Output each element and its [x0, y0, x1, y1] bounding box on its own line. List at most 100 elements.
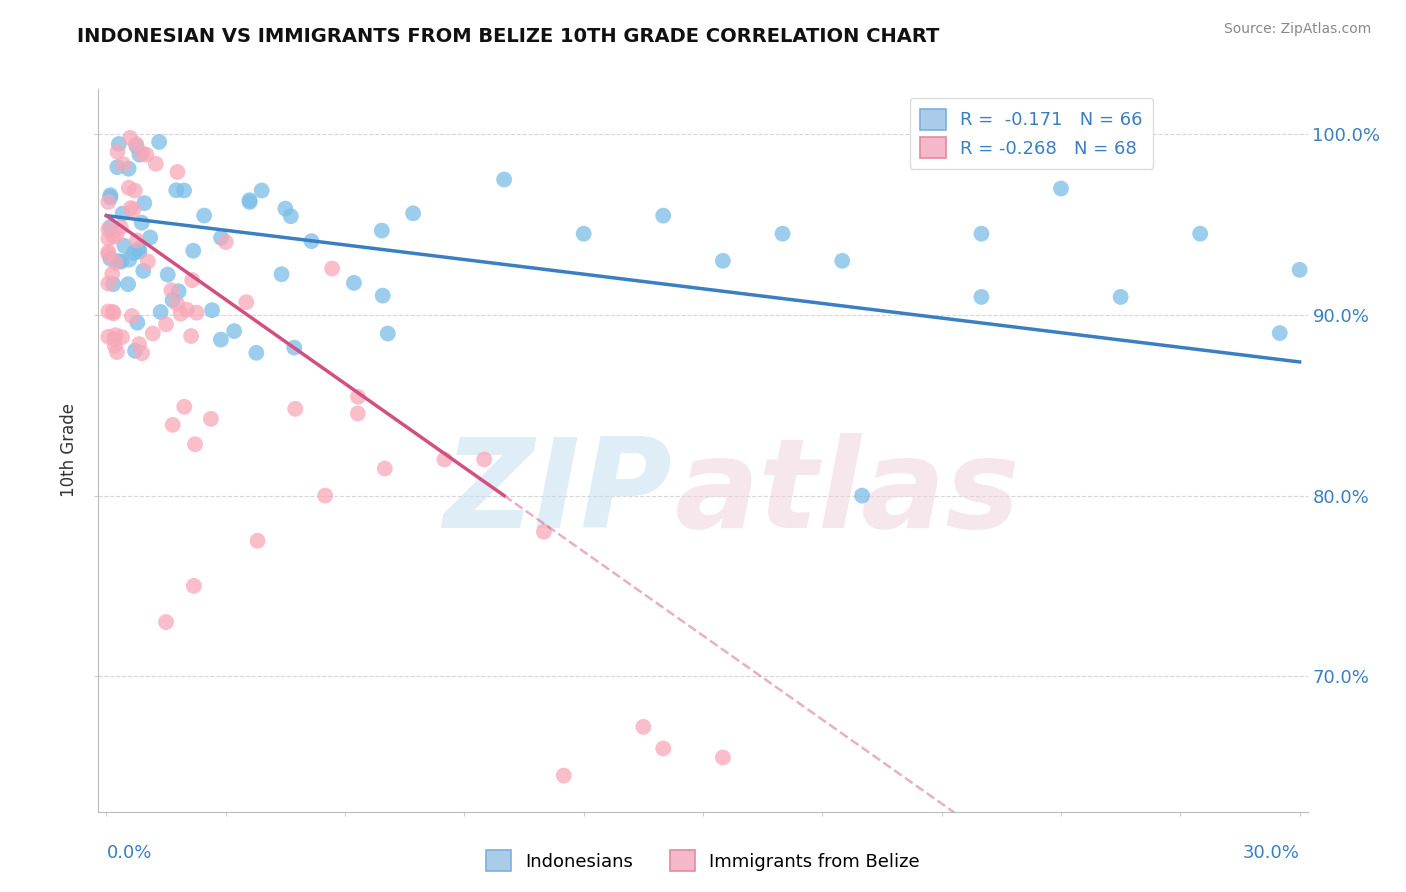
Point: [167, 285, 190, 299]
Point: [377, 326, 399, 341]
Point: [224, 324, 246, 338]
Text: Source: ZipAtlas.com: Source: ZipAtlas.com: [1223, 22, 1371, 37]
Point: [245, 346, 267, 360]
Point: [98, 252, 121, 266]
Point: [103, 277, 125, 292]
Point: [1189, 227, 1212, 241]
Point: [321, 261, 343, 276]
Point: [122, 246, 145, 260]
Point: [131, 216, 153, 230]
Point: [97, 222, 120, 236]
Point: [238, 193, 260, 207]
Point: [283, 341, 305, 355]
Point: [711, 750, 734, 764]
Point: [117, 277, 139, 292]
Point: [1109, 290, 1132, 304]
Point: [371, 288, 394, 302]
Point: [176, 302, 198, 317]
Point: [108, 136, 131, 151]
Point: [97, 245, 120, 260]
Point: [371, 224, 394, 238]
Point: [128, 242, 150, 256]
Point: [250, 184, 273, 198]
Point: [433, 452, 456, 467]
Point: [120, 131, 142, 145]
Point: [117, 161, 139, 176]
Point: [98, 188, 121, 202]
Text: ZIP: ZIP: [443, 434, 672, 554]
Point: [110, 220, 132, 235]
Point: [347, 390, 370, 404]
Point: [572, 227, 595, 241]
Point: [103, 332, 125, 346]
Point: [104, 256, 127, 270]
Point: [136, 254, 159, 268]
Point: [121, 309, 143, 323]
Point: [274, 202, 297, 216]
Point: [472, 452, 495, 467]
Point: [851, 489, 873, 503]
Point: [173, 184, 195, 198]
Point: [193, 209, 215, 223]
Point: [155, 318, 177, 332]
Point: [105, 160, 128, 174]
Point: [215, 235, 238, 249]
Point: [105, 228, 128, 243]
Point: [166, 165, 188, 179]
Legend: R =  -0.171   N = 66, R = -0.268   N = 68: R = -0.171 N = 66, R = -0.268 N = 68: [910, 98, 1153, 169]
Point: [97, 330, 120, 344]
Text: 30.0%: 30.0%: [1243, 844, 1299, 863]
Point: [97, 231, 120, 245]
Point: [184, 437, 207, 451]
Point: [160, 283, 183, 297]
Point: [772, 227, 794, 241]
Point: [131, 146, 153, 161]
Text: 0.0%: 0.0%: [107, 844, 152, 863]
Point: [103, 306, 125, 320]
Point: [166, 297, 188, 311]
Point: [494, 172, 516, 186]
Point: [301, 234, 323, 248]
Point: [118, 252, 141, 267]
Point: [246, 533, 269, 548]
Point: [127, 316, 149, 330]
Point: [402, 206, 425, 220]
Point: [235, 295, 257, 310]
Point: [101, 267, 124, 281]
Point: [104, 339, 127, 353]
Point: [165, 183, 187, 197]
Point: [148, 135, 170, 149]
Point: [533, 524, 555, 539]
Point: [970, 290, 993, 304]
Point: [97, 194, 120, 209]
Point: [105, 345, 128, 359]
Point: [633, 720, 655, 734]
Point: [142, 326, 165, 341]
Point: [139, 230, 162, 244]
Point: [1288, 262, 1310, 277]
Point: [181, 244, 204, 258]
Point: [343, 276, 366, 290]
Point: [209, 333, 232, 347]
Point: [183, 579, 205, 593]
Point: [652, 741, 675, 756]
Point: [125, 139, 148, 153]
Y-axis label: 10th Grade: 10th Grade: [60, 403, 79, 498]
Point: [239, 194, 262, 209]
Point: [98, 190, 121, 204]
Point: [101, 229, 124, 244]
Point: [128, 337, 150, 351]
Point: [201, 303, 224, 318]
Point: [112, 157, 135, 171]
Point: [124, 184, 146, 198]
Point: [280, 209, 302, 223]
Point: [173, 400, 195, 414]
Point: [110, 254, 132, 268]
Point: [652, 209, 675, 223]
Point: [98, 219, 121, 234]
Text: atlas: atlas: [675, 434, 1021, 554]
Point: [170, 307, 193, 321]
Point: [111, 330, 134, 344]
Legend: Indonesians, Immigrants from Belize: Indonesians, Immigrants from Belize: [479, 843, 927, 879]
Point: [314, 489, 336, 503]
